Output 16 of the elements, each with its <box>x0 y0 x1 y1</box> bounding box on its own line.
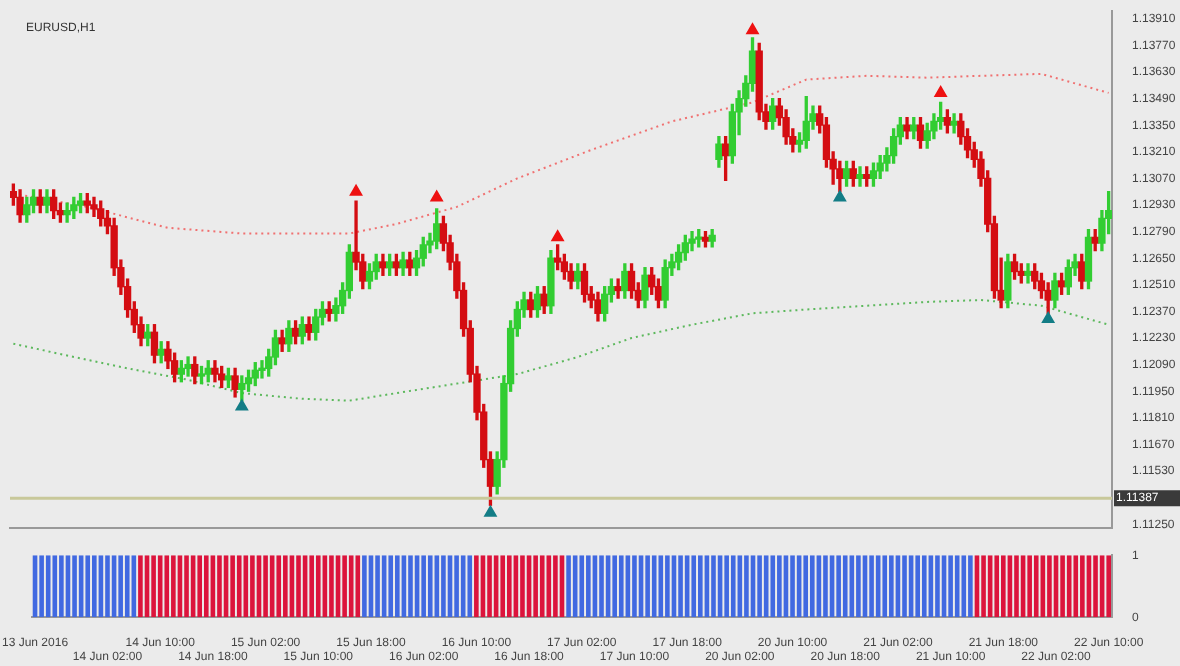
point <box>235 399 249 411</box>
point <box>484 505 497 517</box>
point <box>551 230 564 242</box>
point <box>746 23 759 35</box>
line-series <box>12 299 1110 402</box>
point <box>1041 312 1055 323</box>
candlestick <box>1024 263 1032 284</box>
candlestick <box>614 278 622 299</box>
candlestick <box>184 356 192 377</box>
candlestick <box>63 202 71 223</box>
point <box>349 184 363 196</box>
point <box>934 85 947 97</box>
candlestick <box>856 166 864 187</box>
point <box>833 190 847 202</box>
point <box>430 190 443 202</box>
candlestick <box>950 113 958 134</box>
